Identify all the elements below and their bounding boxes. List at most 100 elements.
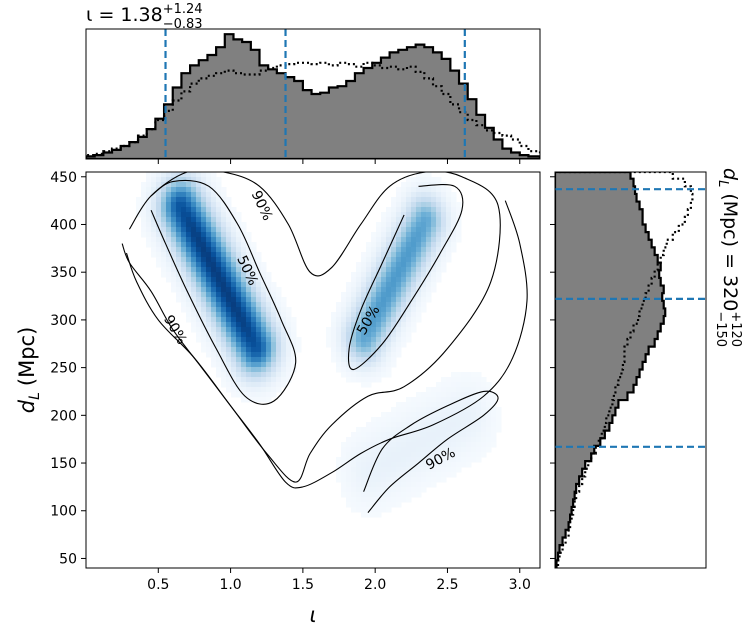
heatmap-cell [351,447,357,453]
heatmap-cell [331,352,337,358]
heatmap-cell [286,317,292,323]
heatmap-cell [456,227,462,233]
heatmap-cell [436,387,442,393]
heatmap-cell [401,447,407,453]
heatmap-cell [201,287,207,293]
heatmap-cell [191,277,197,283]
heatmap-cell [431,387,437,393]
heatmap-cell [431,252,437,258]
heatmap-cell [456,372,462,378]
heatmap-cell [331,312,337,318]
heatmap-cell [381,357,387,363]
heatmap-cell [236,267,242,273]
heatmap-cell [256,302,262,308]
heatmap-cell [176,287,182,293]
heatmap-cell [411,467,417,473]
heatmap-cell [466,457,472,463]
heatmap-cell [231,372,237,378]
heatmap-cell [286,327,292,333]
heatmap-cell [456,407,462,413]
heatmap-cell [356,357,362,363]
heatmap-cell [366,462,372,468]
heatmap-cell [471,412,477,418]
heatmap-cell [411,232,417,238]
heatmap-cell [181,297,187,303]
heatmap-cell [181,187,187,193]
heatmap-cell [451,447,457,453]
heatmap-cell [441,462,447,468]
heatmap-cell [401,477,407,483]
heatmap-cell [216,252,222,258]
heatmap-cell [411,202,417,208]
heatmap-cell [386,467,392,473]
heatmap-cell [461,387,467,393]
heatmap-cell [271,362,277,368]
heatmap-cell [431,452,437,458]
heatmap-cell [386,457,392,463]
heatmap-cell [331,357,337,363]
heatmap-cell [381,492,387,498]
heatmap-cell [241,352,247,358]
heatmap-cell [206,322,212,328]
heatmap-cell [171,182,177,188]
heatmap-cell [411,192,417,198]
heatmap-cell [176,257,182,263]
heatmap-cell [216,322,222,328]
heatmap-cell [421,232,427,238]
heatmap-cell [431,427,437,433]
heatmap-cell [361,472,367,478]
heatmap-cell [431,397,437,403]
heatmap-cell [266,297,272,303]
heatmap-cell [356,372,362,378]
heatmap-cell [346,477,352,483]
heatmap-cell [366,362,372,368]
heatmap-cell [346,502,352,508]
heatmap-cell [211,307,217,313]
heatmap-cell [426,392,432,398]
heatmap-cell [336,302,342,308]
heatmap-cell [416,492,422,498]
heatmap-cell [441,472,447,478]
heatmap-cell [396,342,402,348]
heatmap-cell [441,427,447,433]
heatmap-cell [236,287,242,293]
heatmap-cell [346,307,352,313]
heatmap-cell [381,322,387,328]
heatmap-cell [276,332,282,338]
heatmap-cell [421,267,427,273]
heatmap-cell [396,207,402,213]
heatmap-cell [421,172,427,178]
heatmap-cell [236,307,242,313]
heatmap-cell [416,227,422,233]
heatmap-cell [441,432,447,438]
heatmap-cell [356,282,362,288]
heatmap-cell [436,257,442,263]
heatmap-cell [451,382,457,388]
heatmap-cell [411,242,417,248]
heatmap-cell [481,377,487,383]
heatmap-cell [356,317,362,323]
heatmap-cell [336,332,342,338]
heatmap-cell [226,232,232,238]
heatmap-cell [281,382,287,388]
heatmap-cell [256,282,262,288]
heatmap-cell [411,477,417,483]
heatmap-cell [296,342,302,348]
heatmap-cell [376,472,382,478]
heatmap-cell [271,367,277,373]
heatmap-cell [346,332,352,338]
heatmap-cell [336,467,342,473]
heatmap-cell [216,197,222,203]
heatmap-cell [401,312,407,318]
heatmap-cell [241,312,247,318]
heatmap-cell [156,262,162,268]
heatmap-cell [151,187,157,193]
heatmap-cell [366,317,372,323]
heatmap-cell [261,397,267,403]
y-axis-label: dL(Mpc) [15,327,43,414]
heatmap-cell [186,237,192,243]
heatmap-cell [231,337,237,343]
heatmap-cell [381,372,387,378]
heatmap-cell [416,282,422,288]
heatmap-cell [466,412,472,418]
